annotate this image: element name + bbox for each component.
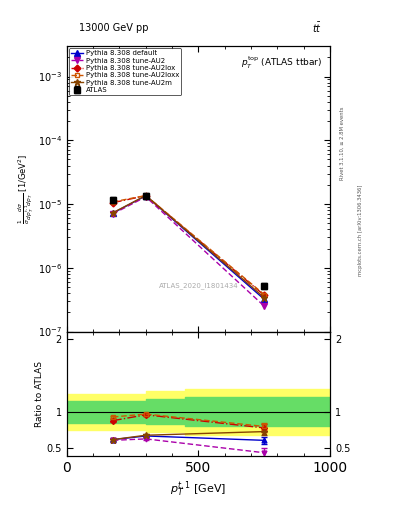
- Pythia 8.308 tune-AU2loxx: [262, 291, 267, 297]
- Line: Pythia 8.308 tune-AU2loxx: Pythia 8.308 tune-AU2loxx: [110, 193, 267, 297]
- Pythia 8.308 tune-AU2loxx: [143, 193, 148, 199]
- Text: $p_T^{\mathrm{top}}$ (ATLAS ttbar): $p_T^{\mathrm{top}}$ (ATLAS ttbar): [241, 55, 322, 71]
- Text: $t\bar{t}$: $t\bar{t}$: [312, 21, 322, 35]
- Pythia 8.308 tune-AU2: [110, 211, 115, 217]
- Pythia 8.308 tune-AU2m: [262, 294, 267, 301]
- Text: ATLAS_2020_I1801434: ATLAS_2020_I1801434: [159, 283, 238, 289]
- Y-axis label: $\frac{1}{\sigma}\frac{d\sigma}{d p_T^{t,1} dp_T}\ \mathrm{[1/GeV^2]}$: $\frac{1}{\sigma}\frac{d\sigma}{d p_T^{t…: [17, 154, 37, 224]
- Pythia 8.308 tune-AU2: [262, 303, 267, 309]
- Text: mcplots.cern.ch [arXiv:1306.3436]: mcplots.cern.ch [arXiv:1306.3436]: [358, 185, 363, 276]
- Pythia 8.308 default: [110, 210, 115, 216]
- Pythia 8.308 tune-AU2m: [143, 193, 148, 199]
- Pythia 8.308 default: [143, 193, 148, 199]
- Legend: Pythia 8.308 default, Pythia 8.308 tune-AU2, Pythia 8.308 tune-AU2lox, Pythia 8.: Pythia 8.308 default, Pythia 8.308 tune-…: [69, 48, 181, 95]
- Pythia 8.308 tune-AU2: [143, 194, 148, 200]
- Pythia 8.308 tune-AU2m: [110, 210, 115, 216]
- Line: Pythia 8.308 default: Pythia 8.308 default: [110, 193, 267, 302]
- Line: Pythia 8.308 tune-AU2: Pythia 8.308 tune-AU2: [110, 194, 267, 309]
- Pythia 8.308 default: [262, 296, 267, 303]
- Text: 13000 GeV pp: 13000 GeV pp: [79, 23, 148, 33]
- X-axis label: $p_T^{t,1}\ \mathrm{[GeV]}$: $p_T^{t,1}\ \mathrm{[GeV]}$: [170, 480, 227, 500]
- Y-axis label: Ratio to ATLAS: Ratio to ATLAS: [35, 360, 44, 426]
- Pythia 8.308 tune-AU2lox: [110, 200, 115, 206]
- Pythia 8.308 tune-AU2loxx: [110, 199, 115, 205]
- Pythia 8.308 tune-AU2lox: [143, 193, 148, 199]
- Text: Rivet 3.1.10, ≥ 2.8M events: Rivet 3.1.10, ≥ 2.8M events: [340, 106, 345, 180]
- Line: Pythia 8.308 tune-AU2lox: Pythia 8.308 tune-AU2lox: [110, 194, 267, 298]
- Pythia 8.308 tune-AU2lox: [262, 292, 267, 298]
- Line: Pythia 8.308 tune-AU2m: Pythia 8.308 tune-AU2m: [109, 192, 268, 301]
